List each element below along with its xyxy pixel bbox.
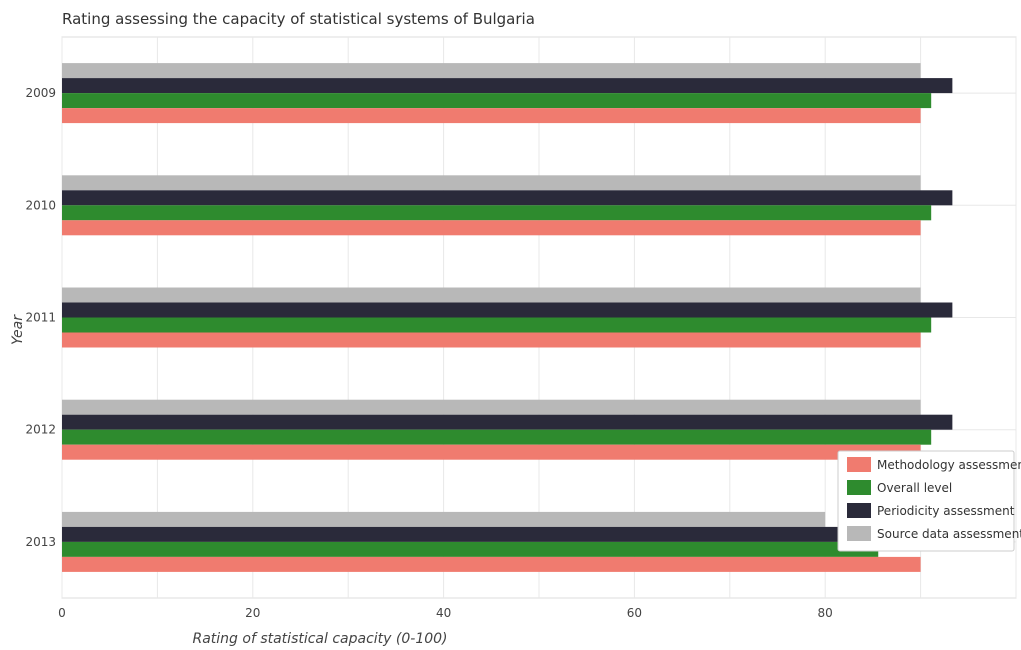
chart-title: Rating assessing the capacity of statist… — [62, 10, 535, 28]
legend-swatch — [847, 526, 871, 541]
bar — [62, 93, 932, 109]
legend-label: Source data assessment — [877, 527, 1021, 541]
bar — [62, 541, 879, 557]
legend-label: Periodicity assessment — [877, 504, 1015, 518]
x-tick-label: 0 — [58, 606, 66, 620]
bar — [62, 302, 953, 318]
bar — [62, 414, 953, 430]
bar — [62, 332, 921, 348]
y-tick-label: 2013 — [25, 535, 56, 549]
bar — [62, 108, 921, 124]
bar — [62, 399, 921, 415]
bar — [62, 205, 932, 221]
x-tick-label: 20 — [245, 606, 260, 620]
bar — [62, 511, 826, 527]
legend-swatch — [847, 457, 871, 472]
bar — [62, 444, 921, 460]
y-tick-label: 2009 — [25, 86, 56, 100]
bar — [62, 287, 921, 303]
bar — [62, 190, 953, 206]
legend-box — [837, 450, 1015, 552]
x-tick-labels: 0 20 40 60 80 — [58, 606, 833, 620]
bar — [62, 429, 932, 445]
bar — [62, 317, 932, 333]
bar — [62, 220, 921, 236]
bar — [62, 526, 889, 542]
y-tick-label: 2011 — [25, 311, 56, 325]
x-tick-label: 80 — [818, 606, 833, 620]
y-tick-label: 2012 — [25, 423, 56, 437]
x-axis-label: Rating of statistical capacity (0-100) — [192, 631, 447, 647]
legend-label: Methodology assessment — [877, 458, 1021, 472]
legend-swatch — [847, 503, 871, 518]
legend-swatch — [847, 480, 871, 495]
bars — [62, 63, 953, 572]
bar — [62, 556, 921, 572]
y-tick-labels: 2009 2010 2011 2012 2013 — [25, 86, 56, 549]
legend-label: Overall level — [877, 481, 952, 495]
bar — [62, 63, 921, 79]
x-tick-label: 60 — [627, 606, 642, 620]
y-tick-label: 2010 — [25, 198, 56, 212]
bar — [62, 175, 921, 191]
bar — [62, 78, 953, 94]
y-axis-label: Year — [10, 314, 26, 345]
x-tick-label: 40 — [436, 606, 451, 620]
legend: Methodology assessment Overall level Perio… — [837, 450, 1021, 552]
